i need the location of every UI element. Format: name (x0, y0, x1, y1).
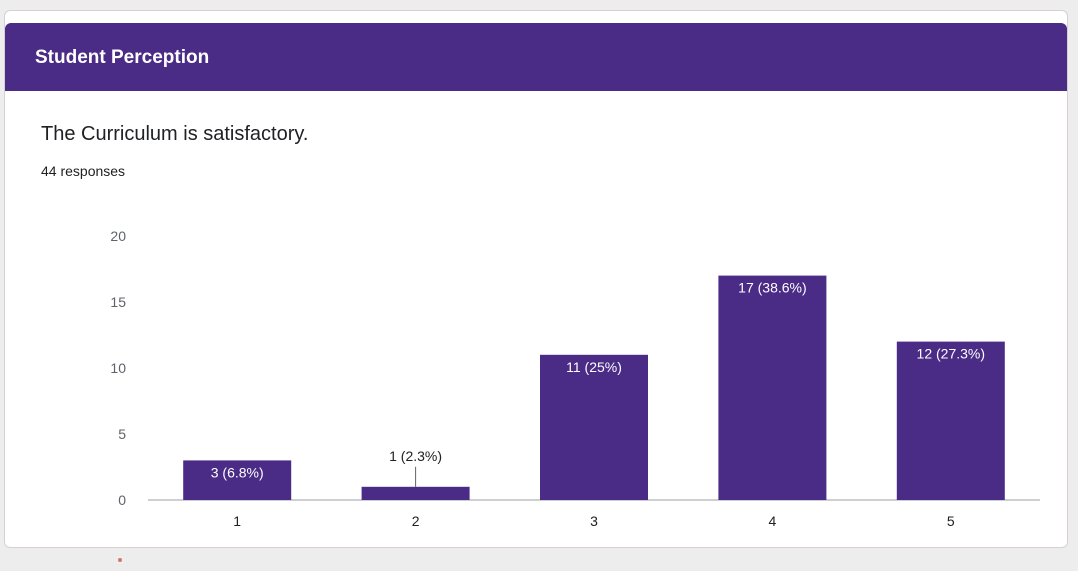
bar-5 (896, 341, 1005, 500)
section-header: Student Perception (5, 23, 1067, 91)
y-tick-label: 5 (118, 426, 126, 442)
bar-2 (361, 486, 470, 500)
x-tick-label: 3 (590, 513, 598, 529)
x-tick-label: 5 (947, 513, 955, 529)
y-tick-label: 15 (110, 294, 126, 310)
response-count: 44 responses (41, 163, 126, 179)
x-tick-label: 1 (233, 513, 241, 529)
bar-3 (540, 354, 648, 500)
y-tick-label: 10 (110, 360, 126, 376)
data-label: 17 (38.6%) (738, 280, 806, 296)
data-label: 12 (27.3%) (917, 346, 985, 362)
y-tick-label: 0 (118, 492, 126, 508)
x-tick-label: 2 (412, 513, 420, 529)
bar-4 (718, 275, 827, 500)
question-card: Student Perception The Curriculum is sat… (4, 10, 1068, 548)
bar-1 (183, 460, 292, 500)
data-label: 11 (25%) (566, 359, 622, 375)
data-label: 1 (2.3%) (389, 448, 442, 464)
y-tick-label: 20 (110, 228, 126, 244)
stray-mark (118, 558, 122, 562)
question-title: The Curriculum is satisfactory. (41, 123, 309, 145)
x-tick-label: 4 (769, 513, 777, 529)
data-label: 3 (6.8%) (211, 464, 264, 480)
section-title: Student Perception (35, 47, 210, 68)
